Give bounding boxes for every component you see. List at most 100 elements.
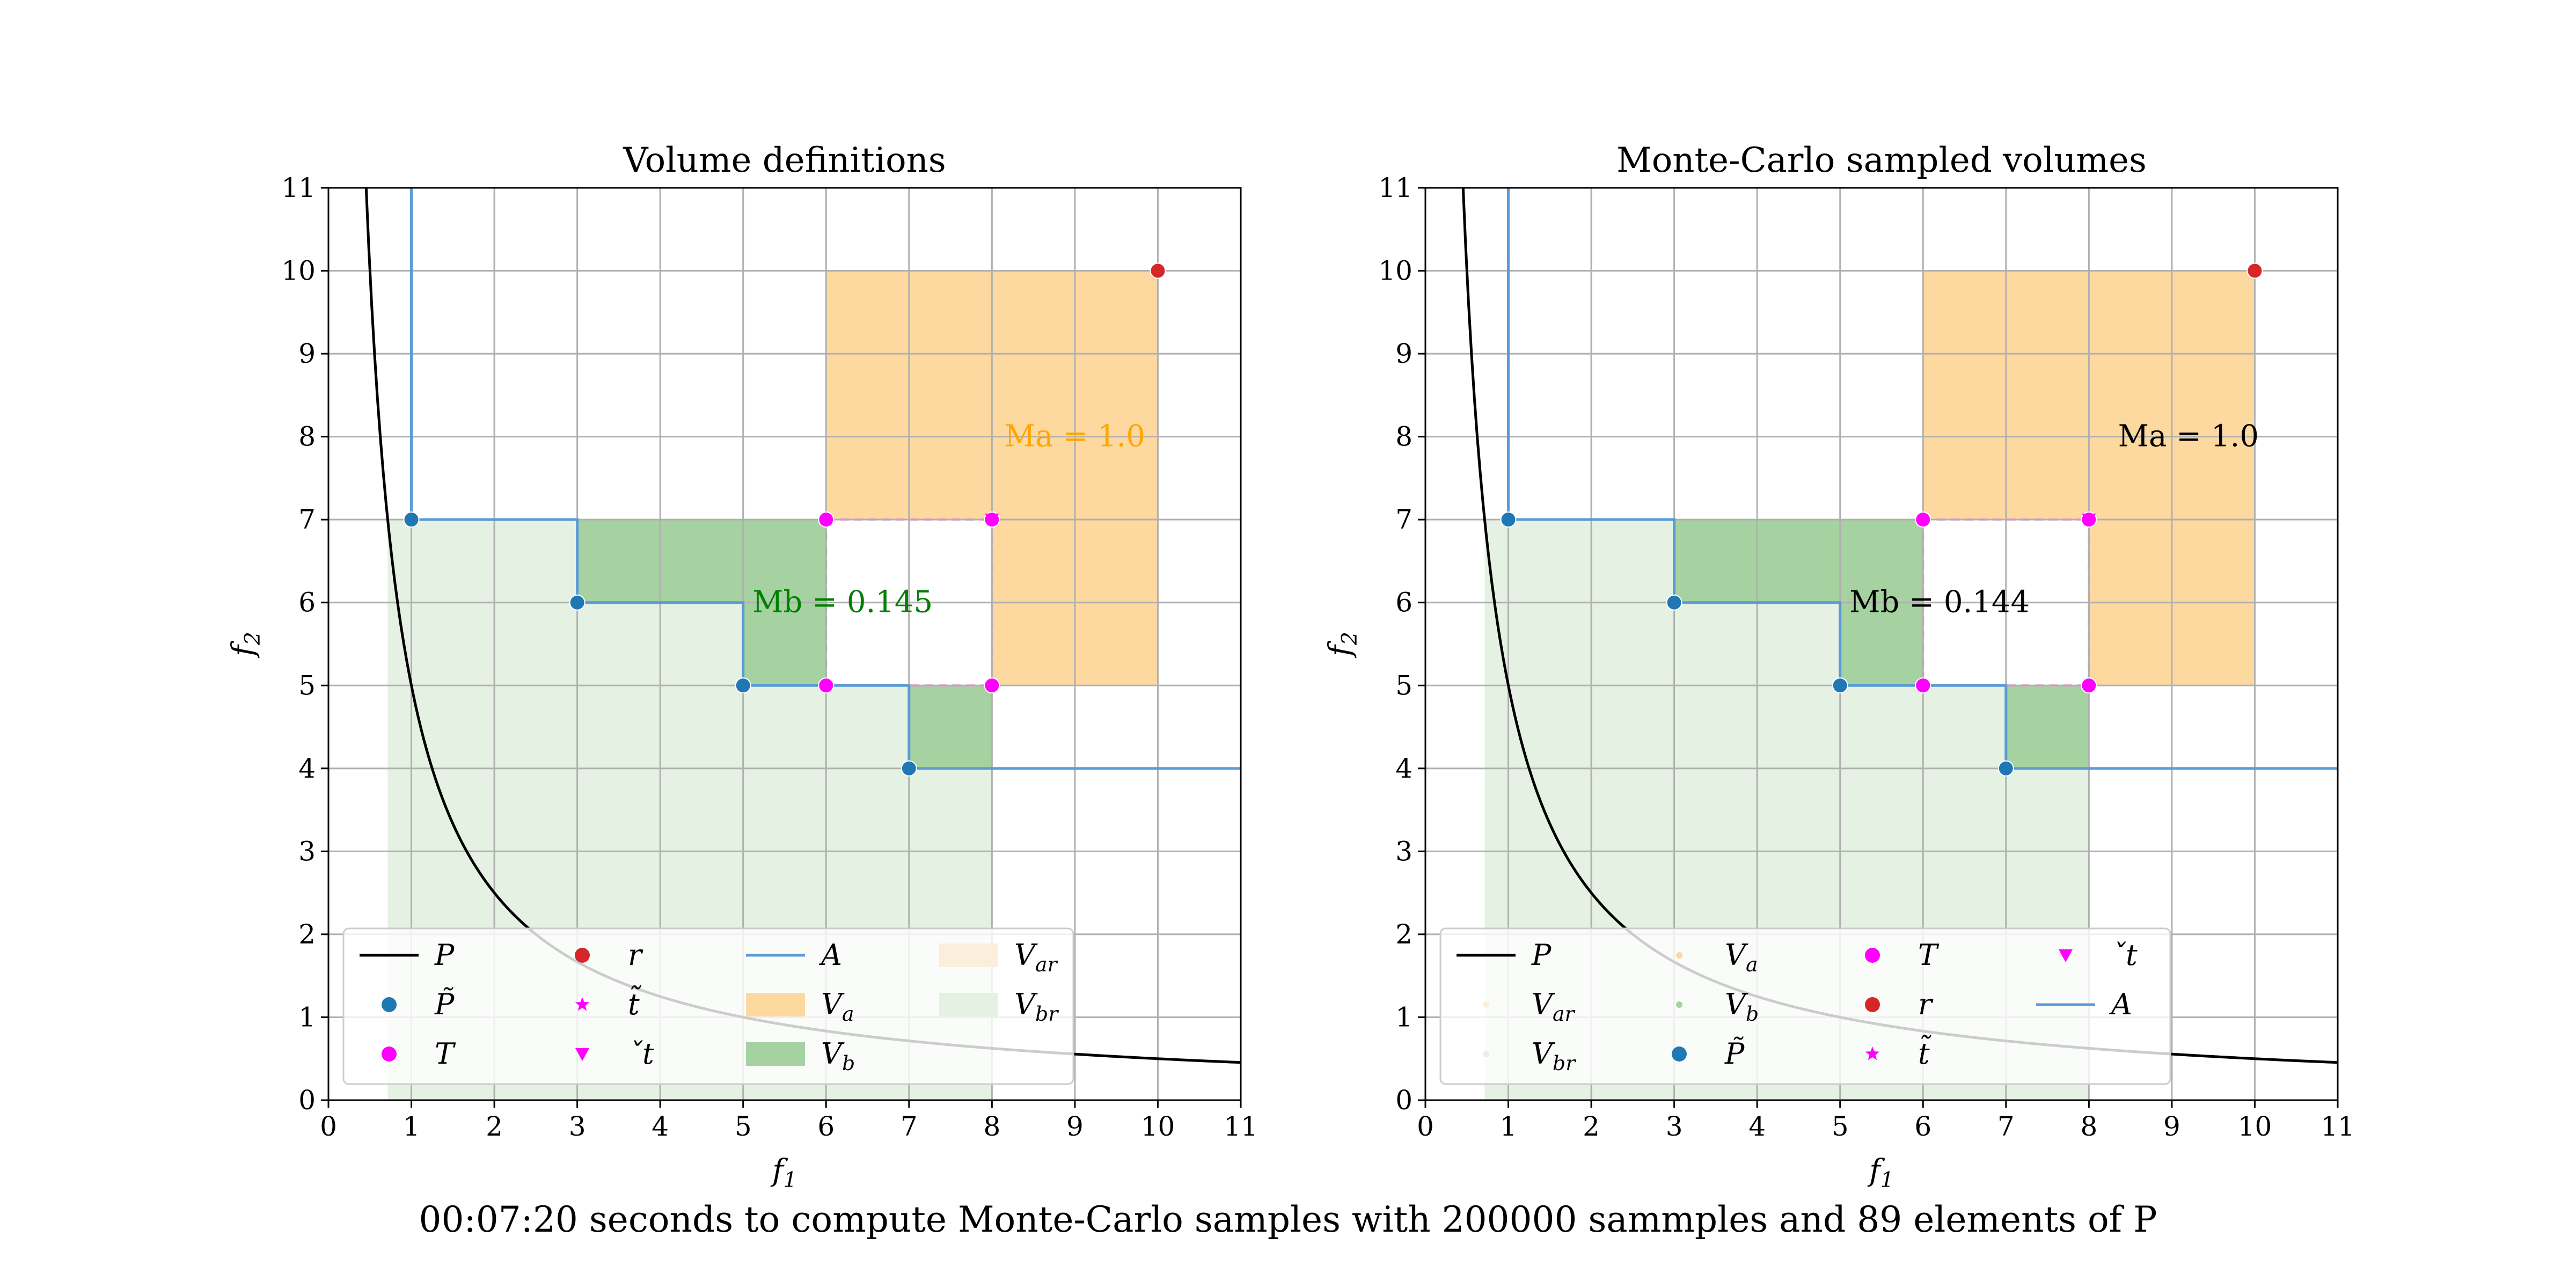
x-tick-label: 3: [1666, 1111, 1683, 1142]
v-b-region: [577, 519, 826, 603]
attainment-front-line: [410, 188, 1241, 770]
chart-title: Volume definitions: [623, 141, 946, 180]
legend-handle-target-ideal: [1865, 1046, 1880, 1060]
y-tick-label: 2: [298, 919, 316, 950]
legend-handle-v-a: [1676, 952, 1682, 958]
approximation-point: [735, 677, 751, 694]
legend-label: P̃: [1724, 1036, 1745, 1071]
y-tick-label: 10: [1378, 255, 1413, 287]
x-tick-label: 9: [1066, 1111, 1084, 1142]
x-tick-label: 6: [1914, 1111, 1931, 1142]
left-chart-panel: Ma = 1.0 Mb = 0.145 0 1 2 3 4 5 6 7 8 9 10 11 0 1 2 3 4 5 6 7…: [226, 141, 1258, 1192]
legend-handle-v-a: [746, 993, 805, 1016]
v-b-region: [909, 685, 992, 769]
x-tick-label: 2: [1583, 1111, 1600, 1142]
volume-annotation: Ma = 1.0: [2118, 419, 2259, 454]
legend-handle-approximation-points: [382, 997, 397, 1012]
x-tick-label: 10: [2238, 1111, 2272, 1142]
approximation-point: [569, 594, 586, 611]
legend-handle-approximation-points: [1672, 1046, 1687, 1062]
y-tick-label: 5: [298, 670, 316, 701]
x-axis-label: f1: [770, 1153, 797, 1192]
volume-annotation: Mb = 0.144: [1849, 585, 2030, 620]
x-tick-label: 7: [901, 1111, 918, 1142]
axes-frame: [327, 187, 1242, 1101]
legend-label: ˇt: [2111, 938, 2138, 972]
legend-box: [342, 927, 1074, 1085]
x-tick-label: 4: [1748, 1111, 1766, 1142]
legend-label: Vb: [1725, 987, 1759, 1026]
y-tick-label: 3: [298, 836, 316, 867]
attainment-front-line: [1507, 188, 2338, 770]
target-ideal-star: [818, 678, 833, 692]
legend-label: Var: [1014, 938, 1058, 976]
x-tick-label: 3: [569, 1111, 586, 1142]
approximation-point: [1997, 760, 2014, 777]
y-tick-label: 3: [1395, 836, 1413, 867]
legend-label: Vbr: [1014, 987, 1059, 1026]
approximation-point: [901, 760, 917, 777]
y-tick-label: 1: [298, 1001, 316, 1033]
approximation-point: [403, 511, 420, 528]
legend-label: t̃: [628, 985, 641, 1021]
y-tick-label: 9: [1395, 338, 1413, 369]
y-tick-label: 0: [298, 1085, 316, 1116]
legend-label: ˇt: [628, 1037, 654, 1071]
legend-handle-v-b: [1676, 1001, 1682, 1008]
y-tick-label: 1: [1395, 1001, 1413, 1033]
volume-annotation: Ma = 1.0: [1005, 419, 1145, 454]
legend-label: r: [1918, 987, 1934, 1021]
legend-handle-target-points: [1865, 948, 1880, 963]
legend-label: Vbr: [1532, 1037, 1576, 1075]
target-point: [2081, 677, 2097, 694]
y-tick-label: 2: [1395, 919, 1413, 950]
x-tick-label: 10: [1141, 1111, 1175, 1142]
y-tick-label: 5: [1395, 670, 1413, 701]
target-point: [1915, 511, 1931, 528]
legend-label: Vb: [821, 1037, 855, 1075]
v-b-region: [1674, 519, 1923, 603]
x-tick-label: 5: [1832, 1111, 1849, 1142]
legend-label: P̃: [434, 987, 455, 1021]
legend-box: [1439, 927, 2171, 1085]
target-nadir-triangle: [2082, 514, 2096, 527]
legend-label: t̃: [1918, 1034, 1931, 1071]
legend-label: Var: [1532, 987, 1576, 1026]
legend-label: r: [628, 938, 643, 972]
legend-handle-target-points: [382, 1046, 397, 1062]
legend-label: A: [818, 938, 842, 972]
y-tick-label: 7: [1395, 504, 1413, 535]
x-tick-label: 8: [2080, 1111, 2097, 1142]
approximation-point: [1500, 511, 1517, 528]
legend: P Var Vbr Va Vb P̃ Tr t̃ ˇt A: [1439, 927, 2171, 1085]
legend-handle-reference-point: [575, 948, 590, 963]
reference-point: [1150, 262, 1166, 279]
x-tick-label: 5: [735, 1111, 752, 1142]
y-tick-label: 0: [1395, 1085, 1413, 1116]
axes-frame: [1424, 187, 2339, 1101]
y-tick-label: 11: [281, 172, 316, 203]
volume-annotation: Mb = 0.145: [752, 585, 933, 620]
y-axis-label: f2: [1323, 632, 1362, 658]
legend-label: P: [434, 938, 455, 972]
legend: P P̃ Tr t̃ ˇt A Va Vb Var Vbr: [342, 927, 1074, 1085]
legend-handle-reference-point: [1865, 997, 1880, 1012]
y-tick-label: 4: [1395, 753, 1413, 784]
right-chart-panel: Ma = 1.0 Mb = 0.144 0 1 2 3 4 5 6 7 8 9 10 11 0 1 2 3 4 5 6 7…: [1323, 141, 2355, 1192]
legend-handle-v-br: [1483, 1051, 1489, 1057]
approximation-point: [1832, 677, 1848, 694]
y-tick-label: 10: [281, 255, 316, 287]
x-tick-label: 11: [2321, 1111, 2355, 1142]
y-tick-label: 6: [1395, 587, 1413, 618]
legend-handle-v-b: [746, 1042, 805, 1066]
x-tick-label: 9: [2163, 1111, 2180, 1142]
x-tick-label: 0: [1417, 1111, 1434, 1142]
legend-handle-v-ar: [1483, 1001, 1489, 1008]
legend-handle-v-ar: [939, 943, 998, 967]
legend-label: T: [435, 1037, 456, 1071]
y-tick-label: 4: [298, 753, 316, 784]
x-tick-label: 7: [1997, 1111, 2015, 1142]
x-tick-label: 6: [817, 1111, 835, 1142]
x-tick-label: 1: [403, 1111, 420, 1142]
